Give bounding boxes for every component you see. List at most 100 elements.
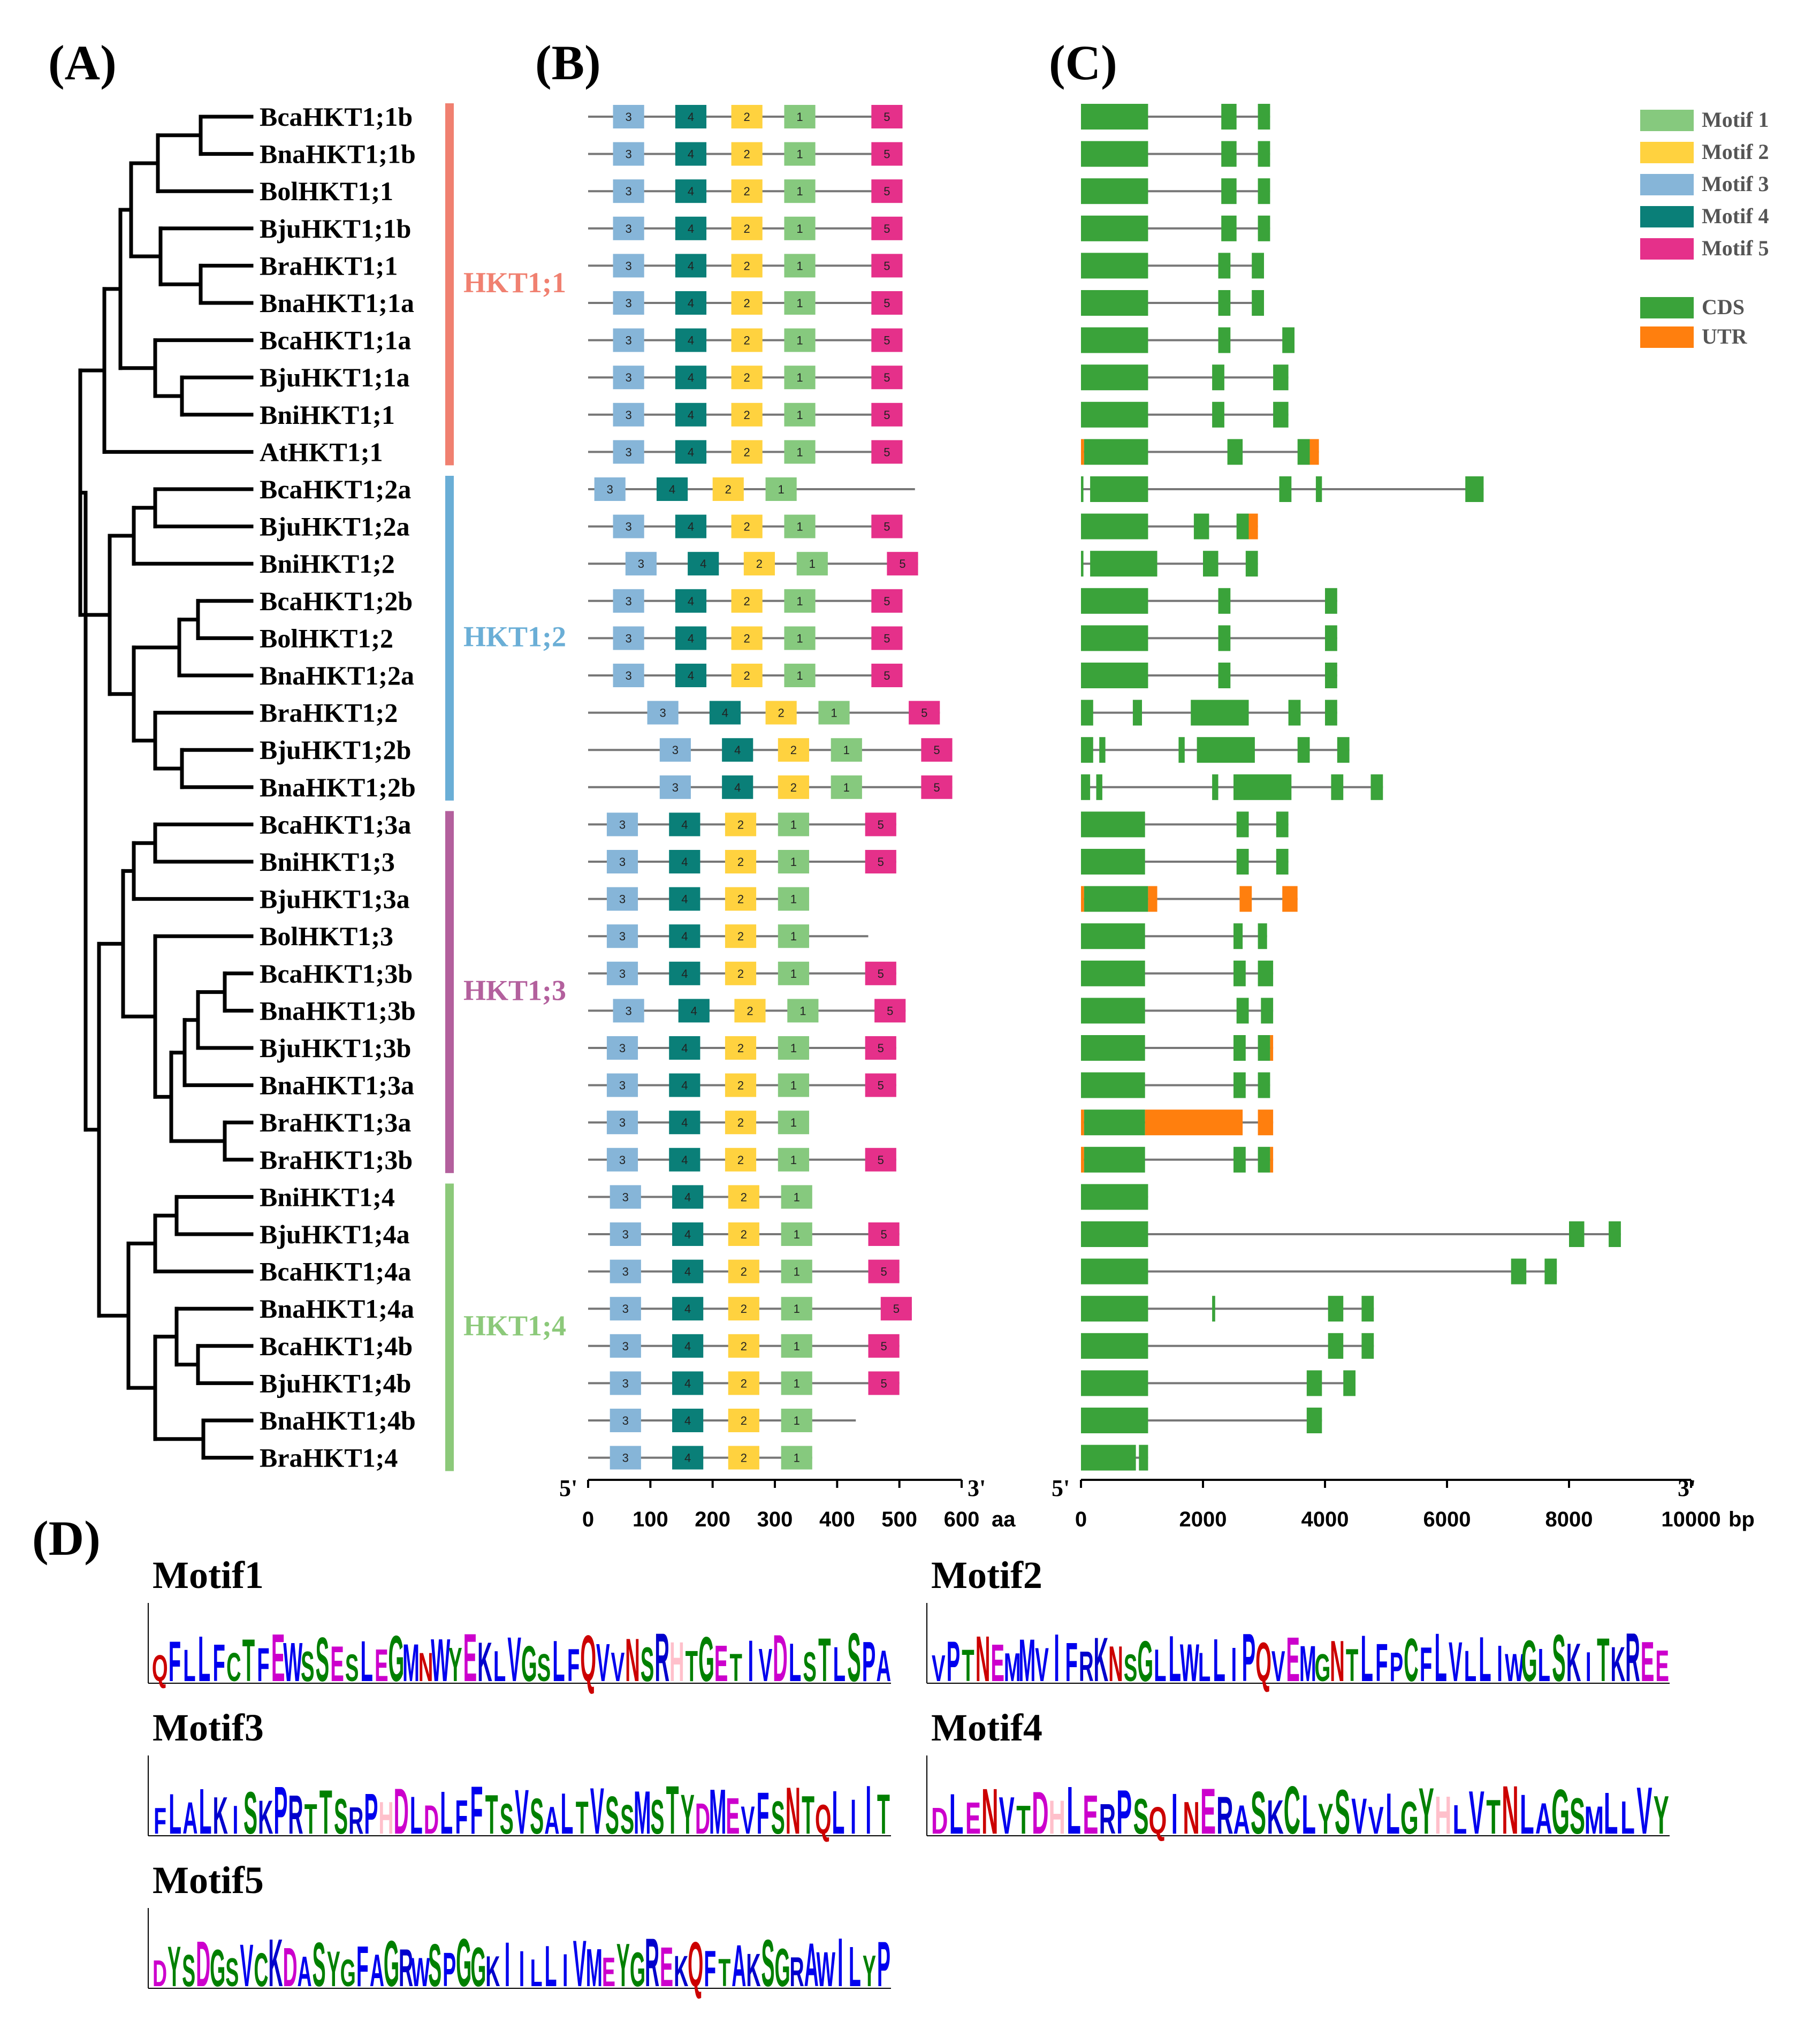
logo-letter: I: [837, 1925, 843, 2002]
logo-letter: R: [399, 1938, 413, 1997]
motif-box-label: 3: [619, 1116, 626, 1129]
logo-letter: R: [645, 1925, 659, 2001]
cds-block: [1328, 1296, 1344, 1322]
utr-block: [1248, 513, 1258, 539]
motif-box-label: 4: [688, 632, 694, 645]
motif-box-label: 3: [625, 222, 631, 235]
logo-letter: G: [456, 1925, 471, 2001]
cds-block: [1221, 104, 1237, 130]
logo-letter: W: [1180, 1633, 1199, 1692]
motif-box-label: 4: [681, 893, 688, 906]
motif-box-label: 1: [796, 148, 803, 161]
logo-letter: L: [199, 1776, 212, 1848]
cds-block: [1081, 141, 1148, 167]
gene-labels: BcaHKT1;1b BnaHKT1;1b BolHKT1;1 BjuHKT1;1b B…: [260, 102, 416, 1473]
motif-box: [731, 626, 763, 650]
motif-box-label: 4: [684, 1228, 691, 1241]
motif-box-label: 2: [744, 408, 750, 422]
cds-block: [1081, 290, 1148, 316]
logo-letter: N: [1183, 1793, 1199, 1843]
motif-box-label: 1: [796, 259, 803, 272]
gene-label: BnaHKT1;3b: [260, 995, 416, 1025]
logo-letter: T: [718, 1951, 730, 1995]
motif-box-label: 3: [607, 483, 613, 496]
motif-box-label: 2: [741, 1377, 747, 1390]
motif-box: [725, 1036, 757, 1060]
motif-logo-title: Motif3: [153, 1706, 264, 1749]
cds-block: [1099, 737, 1106, 763]
motif-box: [675, 216, 707, 240]
logo-letter: D: [394, 1775, 409, 1848]
motif-box: [712, 477, 744, 501]
group-label: HKT1;2: [463, 620, 566, 652]
cds-block: [1370, 774, 1383, 800]
motif-box: [865, 1147, 896, 1172]
utr-block: [1270, 1035, 1274, 1061]
motif-box: [672, 1409, 704, 1432]
motif-box-label: 3: [619, 1153, 626, 1167]
logo-letter: F: [169, 1630, 181, 1694]
cds-block: [1081, 811, 1145, 838]
logo-letter: Y: [327, 1941, 340, 1997]
cds-block: [1233, 923, 1243, 949]
logo-letter: L: [1604, 1780, 1618, 1846]
logo-letter: N: [981, 1776, 998, 1848]
axis-tick-label: 300: [757, 1508, 793, 1531]
motif-box: [725, 1073, 757, 1097]
cds-block: [1081, 625, 1148, 651]
motif-box: [784, 664, 816, 687]
logo-letter: S: [761, 1927, 774, 2001]
motif-box: [784, 514, 816, 538]
logo-letter: S: [345, 1647, 359, 1690]
gene-label: BolHKT1;2: [260, 623, 393, 653]
cds-block: [1081, 663, 1148, 688]
logo-letter: L: [1301, 1783, 1316, 1845]
motif-box: [778, 812, 809, 837]
legend-swatch: [1640, 142, 1694, 163]
cds-block: [1084, 1109, 1145, 1136]
cds-block: [1609, 1221, 1621, 1247]
logo-letter: L: [1434, 1620, 1446, 1697]
logo-letter: V: [999, 1787, 1015, 1845]
axis-tick-label: 500: [881, 1508, 917, 1531]
motif-box-label: 2: [737, 818, 744, 831]
motif-box: [725, 924, 757, 948]
motif-box: [728, 1259, 759, 1283]
logo-letter: L: [1538, 1639, 1550, 1691]
motif-box: [731, 664, 763, 687]
motif-box: [675, 179, 707, 203]
logo-letter: T: [319, 1777, 332, 1847]
motif-box-label: 1: [794, 1340, 800, 1353]
motif-box-label: 4: [684, 1265, 691, 1279]
cds-block: [1236, 811, 1249, 838]
motif-box: [669, 812, 700, 837]
logo-letter: T: [686, 1641, 698, 1691]
logo-letter: W: [1505, 1646, 1524, 1690]
motif-box-label: 2: [744, 445, 750, 459]
motif-box: [865, 1073, 896, 1097]
motif-box: [909, 701, 940, 725]
cds-block: [1081, 104, 1148, 130]
logo-letter: W: [411, 1950, 430, 1995]
motif-box: [610, 1185, 641, 1209]
motif-box-label: 4: [688, 259, 694, 272]
cds-block: [1081, 923, 1145, 949]
utr-block: [1239, 886, 1252, 912]
motif-box: [784, 179, 816, 203]
logo-letter: L: [832, 1778, 844, 1848]
motif-box-label: 2: [741, 1302, 747, 1316]
motif-box: [656, 477, 688, 501]
motif-box-label: 4: [688, 445, 694, 459]
motif-box: [675, 402, 707, 427]
motif-box-label: 4: [684, 1340, 691, 1353]
logo-letter: V: [507, 1624, 521, 1695]
motif-box-label: 2: [778, 706, 785, 720]
legend-swatch: [1640, 297, 1694, 318]
cds-block: [1343, 1370, 1356, 1396]
cds-block: [1233, 1146, 1246, 1173]
motif-box-label: 2: [737, 1079, 744, 1092]
logo-letter: M: [1018, 1626, 1035, 1694]
logo-letter: S: [243, 1780, 257, 1847]
gene-label: BjuHKT1;4a: [260, 1219, 410, 1249]
motif-box: [887, 552, 918, 576]
